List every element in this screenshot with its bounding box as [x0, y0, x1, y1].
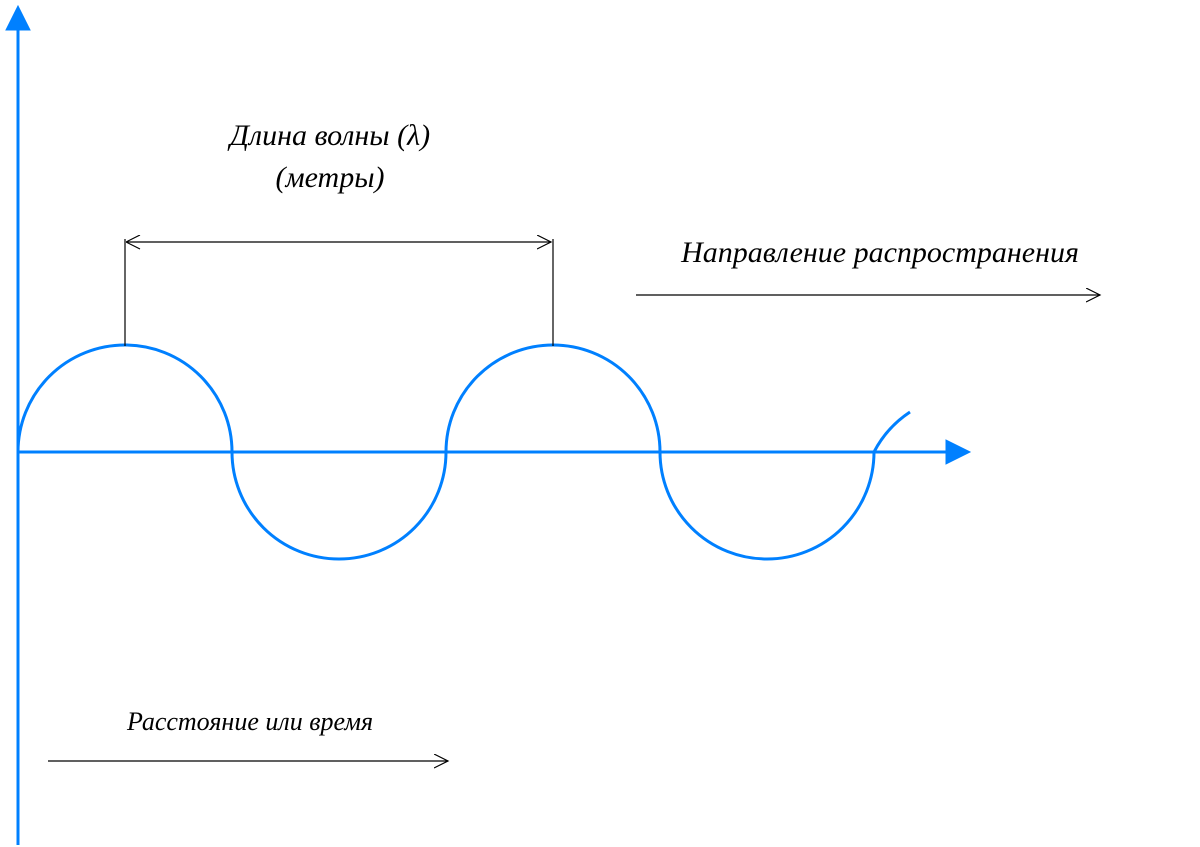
wavelength-label-2: (метры): [275, 161, 384, 194]
propagation-label: Направление распространения: [680, 236, 1079, 269]
x-axis-arrowhead: [946, 440, 970, 464]
y-axis-arrowhead: [6, 6, 30, 30]
distance-time-label: Расстояние или время: [126, 707, 373, 736]
wavelength-label-1: Длина волны (λ): [227, 119, 430, 152]
wave-diagram: Длина волны (λ) (метры) Направление распро…: [0, 0, 1200, 847]
